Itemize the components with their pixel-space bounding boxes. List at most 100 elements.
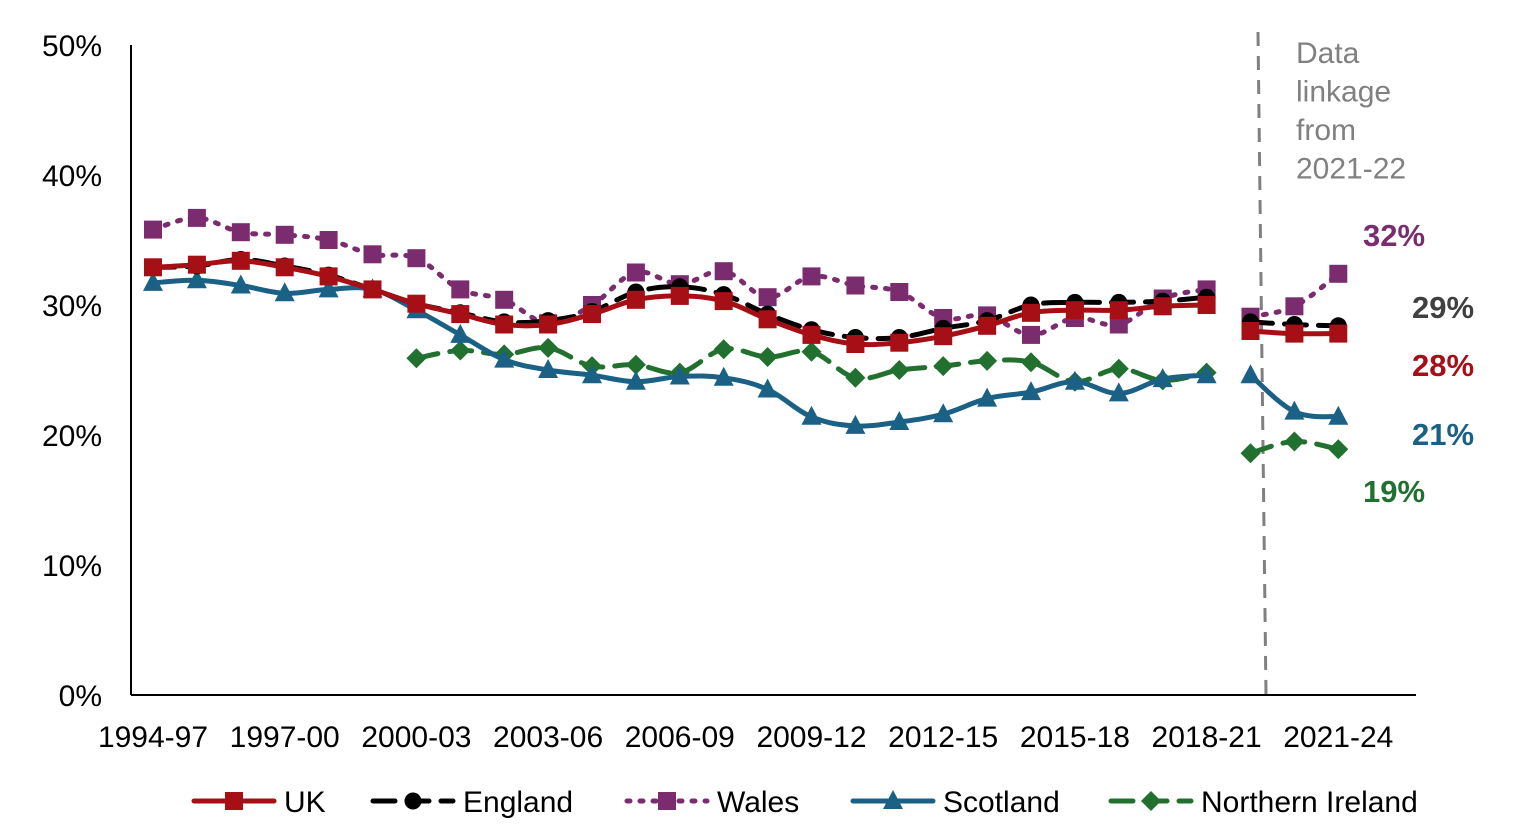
- data-point-marker: [230, 274, 251, 294]
- data-point-marker: [626, 263, 645, 282]
- legend-swatch-marker: [1141, 791, 1161, 811]
- x-tick-label: 2006-09: [625, 721, 735, 754]
- legend-label: Northern Ireland: [1201, 786, 1418, 819]
- data-point-marker: [1285, 297, 1304, 316]
- data-point-marker: [494, 348, 515, 368]
- data-point-marker: [625, 370, 646, 390]
- data-point-marker: [187, 208, 206, 227]
- legend-label: UK: [284, 786, 326, 819]
- data-point-marker: [713, 339, 734, 360]
- data-point-marker: [275, 258, 294, 277]
- data-point-marker: [495, 315, 514, 334]
- data-point-marker: [670, 286, 689, 305]
- y-axis-tick-labels: 0% 10% 20% 30% 40% 50%: [42, 30, 102, 713]
- data-point-marker: [802, 267, 821, 286]
- x-tick-label: 2012-15: [888, 721, 998, 754]
- data-point-marker: [757, 347, 778, 367]
- data-point-marker: [889, 411, 910, 430]
- data-point-marker: [1240, 364, 1261, 384]
- data-point-marker: [318, 278, 339, 298]
- data-point-marker: [407, 249, 426, 268]
- data-point-marker: [1108, 382, 1129, 402]
- series-northern-ireland: [406, 337, 1349, 464]
- end-label: 32%: [1363, 218, 1425, 253]
- legend-label: England: [463, 786, 573, 819]
- data-point-marker: [1109, 301, 1128, 320]
- data-point-marker: [890, 283, 909, 301]
- data-point-marker: [846, 335, 865, 353]
- data-point-marker: [758, 288, 777, 307]
- data-point-marker: [1109, 315, 1128, 334]
- data-point-marker: [1329, 264, 1348, 283]
- data-point-marker: [1197, 296, 1216, 314]
- series-layer: [143, 208, 1349, 464]
- data-point-marker: [407, 294, 426, 313]
- break-annotation-line: linkage: [1296, 76, 1391, 109]
- data-point-marker: [757, 378, 778, 398]
- data-point-marker: [1328, 405, 1349, 425]
- y-tick-label: 50%: [42, 30, 102, 63]
- axes: [130, 45, 1416, 696]
- data-point-marker: [451, 280, 470, 299]
- data-point-marker: [890, 333, 909, 352]
- legend-swatch-marker: [225, 792, 243, 810]
- data-point-marker: [1022, 325, 1040, 344]
- y-tick-label: 20%: [42, 420, 102, 453]
- data-point-marker: [1022, 303, 1040, 322]
- data-point-marker: [845, 414, 866, 434]
- data-point-marker: [978, 316, 997, 335]
- break-annotation-line: from: [1296, 114, 1356, 147]
- data-point-marker: [1064, 370, 1085, 390]
- data-point-marker: [933, 356, 954, 377]
- break-annotation-line: 2021-22: [1296, 153, 1406, 186]
- data-point-marker: [713, 366, 734, 386]
- data-point-marker: [231, 251, 250, 270]
- data-point-marker: [363, 280, 382, 299]
- data-point-marker: [801, 405, 822, 425]
- data-point-marker: [1240, 443, 1261, 464]
- end-labels: 28% 29% 32% 21% 19%: [1363, 218, 1474, 509]
- x-tick-label: 2018-21: [1152, 721, 1262, 754]
- y-tick-label: 0%: [59, 680, 102, 713]
- data-point-marker: [495, 290, 514, 309]
- data-point-marker: [274, 282, 295, 302]
- legend-swatch-marker: [658, 792, 676, 810]
- data-point-marker: [801, 341, 822, 362]
- data-point-marker: [582, 364, 602, 384]
- data-point-marker: [977, 387, 998, 407]
- y-tick-label: 40%: [42, 160, 102, 193]
- data-point-marker: [1328, 439, 1349, 460]
- y-tick-label: 30%: [42, 290, 102, 323]
- x-tick-label: 2000-03: [361, 721, 471, 754]
- end-label: 28%: [1412, 348, 1474, 383]
- data-point-marker: [583, 305, 601, 324]
- data-point-marker: [977, 350, 998, 371]
- data-point-marker: [231, 223, 250, 242]
- end-label: 29%: [1412, 290, 1474, 325]
- data-point-marker: [802, 325, 821, 344]
- data-point-marker: [363, 245, 382, 264]
- data-point-marker: [451, 305, 470, 324]
- data-break-marker: Data linkage from 2021-22: [1256, 31, 1406, 696]
- data-point-marker: [1284, 400, 1305, 420]
- data-point-marker: [714, 292, 733, 311]
- data-point-marker: [1284, 431, 1305, 452]
- data-point-marker: [187, 255, 206, 274]
- x-tick-label: 1997-00: [230, 721, 340, 754]
- data-point-marker: [538, 359, 559, 378]
- data-point-marker: [1285, 324, 1304, 343]
- data-point-marker: [1196, 364, 1217, 384]
- data-point-marker: [625, 354, 646, 375]
- data-point-marker: [1021, 352, 1041, 373]
- data-point-marker: [758, 310, 777, 329]
- data-point-marker: [1153, 297, 1172, 316]
- data-point-marker: [846, 276, 865, 295]
- legend: UK England Wales Scotland Northern Ireland: [191, 786, 1418, 819]
- data-point-marker: [845, 367, 866, 388]
- data-point-marker: [1329, 324, 1348, 343]
- data-point-marker: [275, 225, 294, 244]
- data-point-marker: [319, 231, 338, 249]
- data-point-marker: [450, 323, 471, 343]
- break-dashed-line: [1256, 31, 1268, 696]
